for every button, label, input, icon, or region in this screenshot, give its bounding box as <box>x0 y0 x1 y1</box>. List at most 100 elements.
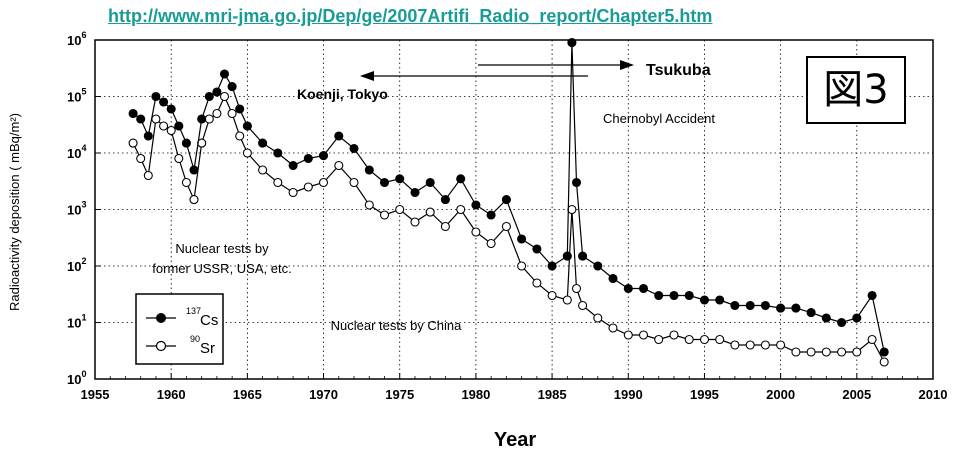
data-point-90Sr <box>821 347 831 357</box>
y-tick-exponent: 6 <box>81 30 86 40</box>
x-tick-label: 1960 <box>157 387 186 402</box>
x-tick-label: 1995 <box>690 387 719 402</box>
koenji-arrowhead <box>360 71 374 81</box>
data-point-137Cs <box>486 210 496 220</box>
x-tick-label: 1975 <box>385 387 414 402</box>
data-point-90Sr <box>567 204 577 215</box>
y-tick-label: 103 <box>67 200 86 218</box>
y-tick-base: 10 <box>67 316 81 331</box>
data-point-137Cs <box>879 347 889 357</box>
data-point-137Cs <box>837 317 847 328</box>
data-point-137Cs <box>821 313 831 323</box>
data-point-90Sr <box>440 221 450 232</box>
china-tests-label: Nuclear tests by China <box>331 318 463 333</box>
data-point-90Sr <box>189 195 199 205</box>
data-point-137Cs <box>578 251 588 261</box>
data-point-137Cs <box>532 244 542 254</box>
data-point-90Sr <box>806 347 816 357</box>
data-point-90Sr <box>219 91 230 102</box>
data-point-137Cs <box>623 283 633 294</box>
y-tick-base: 10 <box>67 203 81 218</box>
data-point-90Sr <box>517 261 527 271</box>
legend-cs-symbol: Cs <box>200 312 218 329</box>
data-point-137Cs <box>303 153 313 164</box>
data-point-90Sr <box>303 182 313 192</box>
legend-sr-marker <box>155 340 167 352</box>
data-point-137Cs <box>136 114 146 124</box>
tsukuba-annotation: Tsukuba <box>478 60 711 79</box>
data-point-137Cs <box>128 108 138 119</box>
data-point-137Cs <box>776 303 786 313</box>
data-point-90Sr <box>334 160 344 171</box>
x-tick-label: 1980 <box>461 387 490 402</box>
data-point-137Cs <box>425 177 435 188</box>
data-point-137Cs <box>684 290 694 301</box>
data-point-90Sr <box>669 330 679 340</box>
x-tick-label: 1990 <box>614 387 643 402</box>
legend: 137 Cs 90 Sr <box>135 293 224 365</box>
y-tick-label: 104 <box>67 143 86 161</box>
y-tick-base: 10 <box>67 33 81 48</box>
data-point-90Sr <box>128 138 138 148</box>
y-tick-label: 101 <box>67 313 86 331</box>
data-point-137Cs <box>227 82 237 92</box>
y-axis-title: Radioactivity deposition ( mBq/m²) <box>7 113 22 311</box>
data-point-90Sr <box>654 334 664 345</box>
data-point-90Sr <box>395 204 405 215</box>
series-137Cs <box>128 38 889 357</box>
data-point-137Cs <box>547 261 557 271</box>
y-tick-base: 10 <box>67 146 81 161</box>
y-tick-exponent: 2 <box>81 256 86 266</box>
data-point-90Sr <box>776 340 786 350</box>
y-tick-base: 10 <box>67 259 81 274</box>
data-point-137Cs <box>151 91 161 102</box>
data-point-90Sr <box>745 340 755 350</box>
data-point-137Cs <box>745 300 755 311</box>
data-point-137Cs <box>440 195 450 205</box>
data-point-90Sr <box>593 313 603 323</box>
data-point-90Sr <box>837 347 847 357</box>
data-point-137Cs <box>212 87 222 97</box>
data-point-137Cs <box>318 151 329 161</box>
y-tick-exponent: 1 <box>81 313 86 323</box>
data-point-137Cs <box>456 174 466 184</box>
data-point-137Cs <box>235 104 245 114</box>
data-point-90Sr <box>547 290 557 301</box>
data-point-90Sr <box>318 177 329 188</box>
data-point-90Sr <box>212 108 222 119</box>
data-point-90Sr <box>879 357 889 367</box>
data-point-90Sr <box>242 148 252 158</box>
source-url-link[interactable]: http://www.mri-jma.go.jp/Dep/ge/2007Arti… <box>108 6 713 26</box>
data-point-137Cs <box>760 300 770 311</box>
data-point-137Cs <box>174 121 184 131</box>
y-tick-label: 100 <box>67 369 86 387</box>
tsukuba-label: Tsukuba <box>646 62 711 79</box>
data-point-90Sr <box>532 278 542 288</box>
legend-box <box>135 293 224 365</box>
y-tick-exponent: 4 <box>81 143 86 153</box>
data-point-137Cs <box>715 295 725 305</box>
x-tick-labels: 1955 1960 1965 1970 1975 1980 1985 1990 1995 2000… <box>81 387 948 402</box>
grid-lines <box>94 39 934 380</box>
data-point-137Cs <box>593 261 603 271</box>
data-point-90Sr <box>151 114 161 124</box>
data-point-137Cs <box>517 234 527 244</box>
data-point-90Sr <box>684 334 694 345</box>
data-point-90Sr <box>227 108 237 119</box>
data-point-137Cs <box>159 97 169 107</box>
x-tick-label: 1965 <box>233 387 262 402</box>
data-point-90Sr <box>501 221 511 232</box>
data-point-90Sr <box>471 227 481 237</box>
koenji-label: Koenji, Tokyo <box>297 86 388 102</box>
data-point-137Cs <box>567 38 577 48</box>
legend-sr-mass: 90 <box>190 334 200 344</box>
ussr-tests-label-line1: Nuclear tests by <box>175 241 269 256</box>
data-point-137Cs <box>189 165 199 175</box>
data-point-137Cs <box>273 148 283 158</box>
data-point-137Cs <box>166 104 176 114</box>
data-point-90Sr <box>258 165 268 175</box>
data-point-137Cs <box>669 290 679 301</box>
data-point-90Sr <box>425 207 435 217</box>
